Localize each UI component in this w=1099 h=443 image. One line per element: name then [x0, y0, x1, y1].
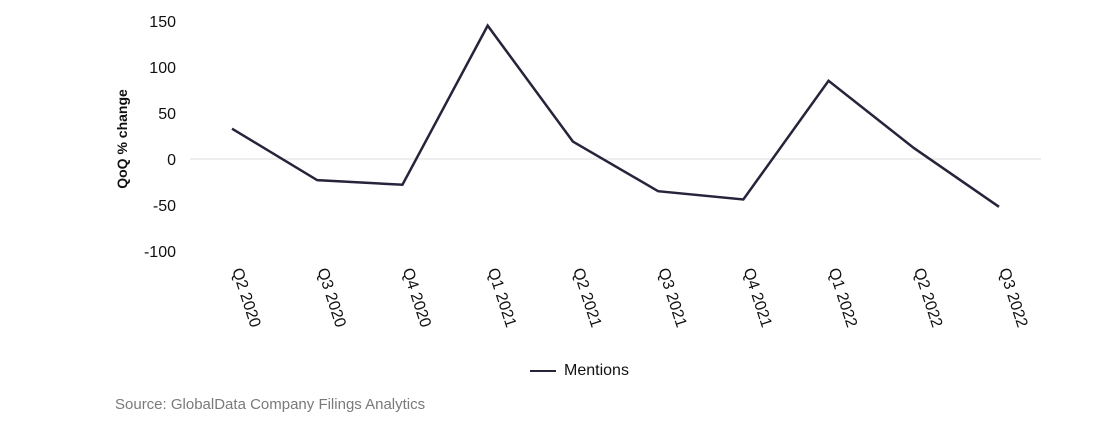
y-tick-label: 150	[149, 14, 176, 31]
x-tick-label: Q1 2022	[825, 266, 860, 330]
legend-label-mentions: Mentions	[564, 362, 629, 379]
legend: Mentions	[0, 362, 1099, 380]
y-tick-label: 0	[167, 152, 176, 169]
x-tick-labels: Q2 2020 Q3 2020 Q4 2020 Q1 2021 Q2 2021 Q3 20…	[228, 266, 1030, 330]
y-tick-label: -50	[153, 198, 176, 215]
y-tick-label: 50	[158, 106, 176, 123]
y-tick-label: -100	[144, 244, 176, 261]
x-tick-label: Q4 2020	[399, 266, 434, 330]
x-tick-label: Q4 2021	[740, 266, 775, 330]
line-chart: QoQ % change 150 100 50 0 -50 -100 Q2 2020 Q3 …	[114, 14, 1041, 330]
x-tick-label: Q2 2020	[228, 266, 263, 330]
x-tick-label: Q2 2021	[569, 266, 604, 330]
x-tick-label: Q1 2021	[484, 266, 519, 330]
x-tick-label: Q3 2022	[995, 266, 1030, 330]
source-note: Source: GlobalData Company Filings Analy…	[115, 396, 426, 413]
series-line-mentions	[231, 23, 1000, 208]
y-tick-labels: 150 100 50 0 -50 -100	[144, 14, 176, 261]
legend-swatch-mentions	[530, 369, 557, 372]
y-tick-label: 100	[149, 60, 176, 77]
x-tick-label: Q3 2020	[313, 266, 348, 330]
x-tick-label: Q2 2022	[910, 266, 945, 330]
y-axis-label: QoQ % change	[114, 89, 130, 189]
series-group	[231, 23, 1000, 208]
x-tick-label: Q3 2021	[654, 266, 689, 330]
